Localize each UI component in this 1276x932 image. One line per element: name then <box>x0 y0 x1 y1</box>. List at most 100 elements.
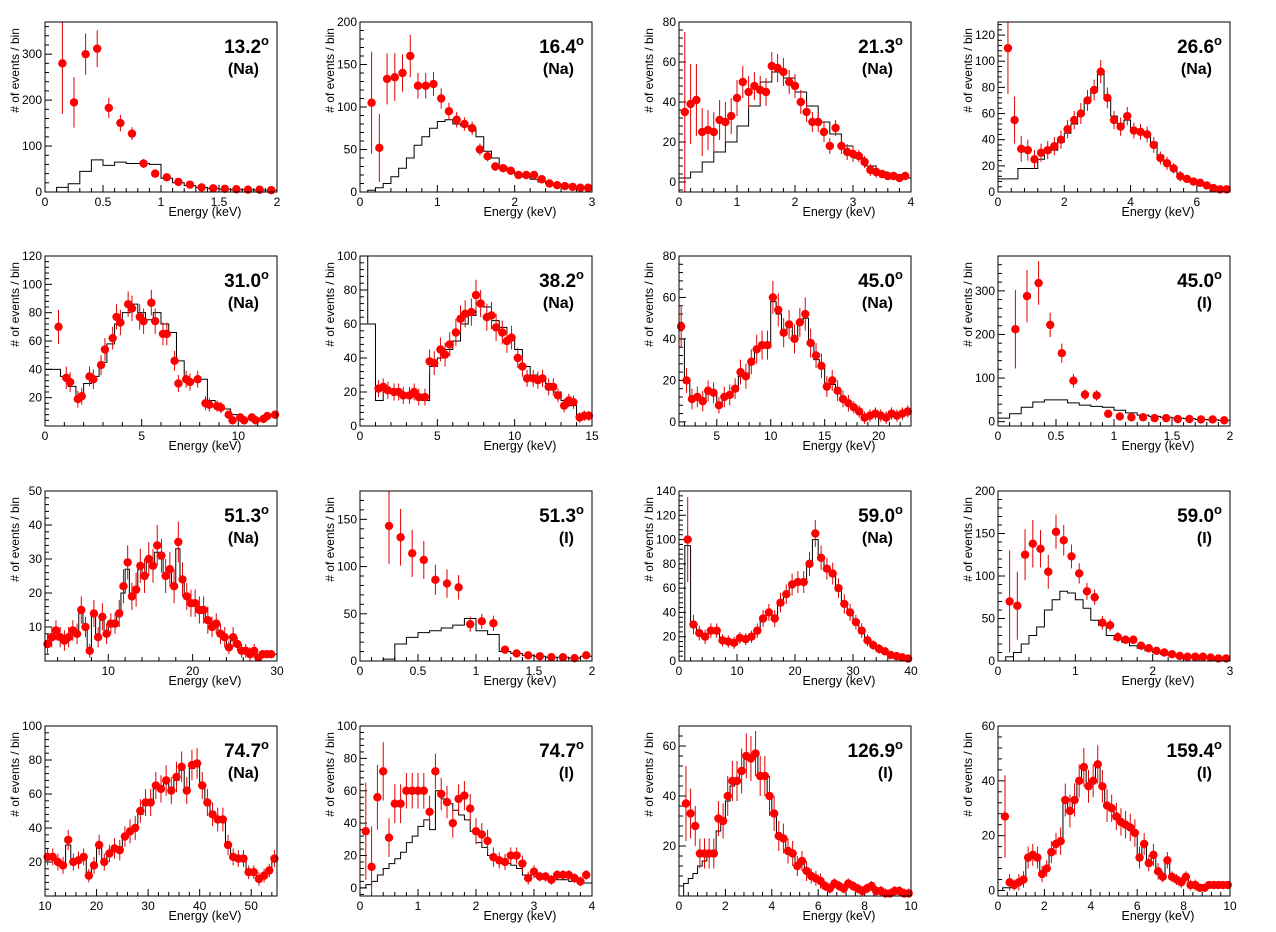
data-point <box>89 861 99 870</box>
data-point <box>379 767 388 776</box>
data-point <box>1150 413 1159 423</box>
data-point <box>203 616 213 625</box>
x-tick-label: 6 <box>1194 195 1201 209</box>
data-point <box>414 392 423 402</box>
data-point <box>537 175 546 184</box>
data-point <box>1183 652 1192 661</box>
data-point <box>727 111 736 121</box>
data-point <box>769 809 779 818</box>
data-point <box>1206 653 1215 662</box>
data-point <box>558 870 568 880</box>
data-point <box>265 866 274 875</box>
data-point <box>768 293 778 302</box>
data-point <box>514 170 523 180</box>
data-point <box>822 564 832 573</box>
data-point <box>396 533 405 542</box>
x-tick-label: 4 <box>768 899 775 913</box>
spectrum-panel-4: 0 5 10 20 40 60 80 100 120 Energy (keV) # of event… <box>8 249 280 453</box>
y-tick-label: 20 <box>29 391 43 405</box>
data-point <box>390 799 399 808</box>
data-point <box>863 636 872 645</box>
nucleus-label: (I) <box>559 530 574 547</box>
data-point <box>185 180 195 189</box>
data-point <box>477 617 486 626</box>
data-point <box>814 117 823 127</box>
y-tick-label: 120 <box>656 508 676 522</box>
y-axis-title: # of events / bin <box>642 732 656 817</box>
data-point <box>806 338 815 348</box>
y-tick-label: 40 <box>663 95 677 109</box>
data-point <box>730 384 740 393</box>
data-point <box>81 622 90 632</box>
data-point <box>162 329 171 339</box>
data-point <box>131 823 140 833</box>
data-point <box>1115 412 1125 421</box>
data-point <box>1181 872 1191 882</box>
y-tick-label: 200 <box>337 15 357 29</box>
data-point <box>747 357 756 366</box>
data-point <box>811 351 821 360</box>
data-point <box>119 582 128 591</box>
data-point <box>682 376 691 385</box>
x-tick-label: 2 <box>511 195 518 209</box>
data-point <box>491 162 500 171</box>
data-point <box>442 797 452 807</box>
data-point <box>431 575 440 584</box>
plot-frame <box>44 725 278 897</box>
y-tick-label: 100 <box>975 371 995 385</box>
data-point <box>1142 130 1152 139</box>
x-tick-label: 6 <box>1134 899 1141 913</box>
y-tick-label: 20 <box>29 855 43 869</box>
data-point <box>758 614 768 623</box>
data-point <box>1177 878 1186 887</box>
y-tick-label: 50 <box>29 484 43 498</box>
x-tick-label: 1 <box>1111 429 1118 443</box>
data-point <box>721 117 730 127</box>
data-point <box>1173 414 1183 424</box>
data-point <box>58 59 67 68</box>
data-point <box>500 857 510 867</box>
y-tick-label: 80 <box>29 753 43 767</box>
plot-frame <box>678 490 912 662</box>
data-point <box>178 575 187 584</box>
data-point <box>558 653 568 662</box>
data-point <box>120 832 130 841</box>
data-point <box>1222 185 1231 194</box>
scattering-angle-label: 159.4o <box>1167 737 1223 762</box>
scattering-angle-label: 45.0o <box>1177 267 1222 292</box>
x-tick-label: 0 <box>357 195 364 209</box>
data-point <box>216 403 226 412</box>
y-tick-label: 60 <box>344 317 358 331</box>
plot-frame <box>997 255 1231 427</box>
data-point <box>1149 140 1158 150</box>
data-point <box>1107 804 1116 813</box>
data-point <box>199 605 208 615</box>
data-point <box>1113 633 1123 642</box>
degree-symbol: o <box>895 502 903 517</box>
data-point <box>460 791 469 800</box>
data-point <box>828 376 837 385</box>
data-point <box>1092 391 1101 400</box>
data-point <box>373 793 382 802</box>
data-point <box>182 786 191 795</box>
data-point <box>840 599 849 609</box>
data-point <box>1057 349 1067 358</box>
data-point <box>1198 652 1208 661</box>
data-point <box>1135 853 1144 862</box>
x-tick-label: 4 <box>1127 195 1134 209</box>
data-point <box>223 840 233 850</box>
spectrum-panel-14: 0 2 4 6 8 10 20 40 60 Energy (keV) # of events / b… <box>642 725 918 923</box>
data-point <box>553 870 562 880</box>
data-point <box>1076 109 1086 118</box>
x-tick-label: 0.5 <box>410 664 427 678</box>
data-point <box>81 49 90 59</box>
data-point <box>228 416 237 425</box>
x-tick-label: 6 <box>815 899 822 913</box>
data-point <box>466 804 475 813</box>
data-point <box>48 852 57 862</box>
data-point <box>251 416 260 425</box>
data-point <box>522 374 532 383</box>
plot-frame <box>44 490 278 662</box>
data-point <box>1036 544 1045 553</box>
